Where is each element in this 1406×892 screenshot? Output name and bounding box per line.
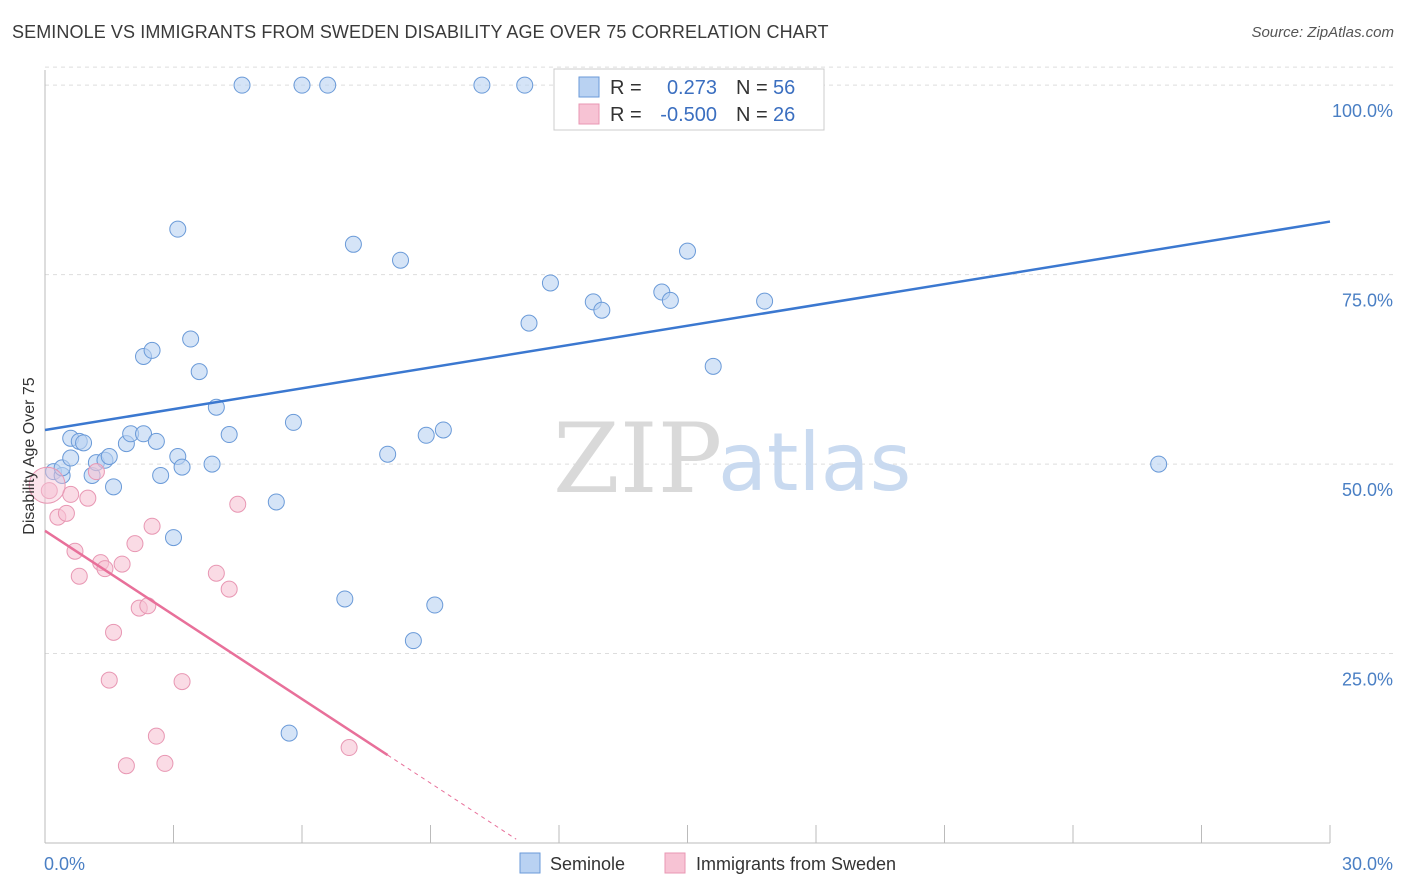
legend-n-value-sweden: 26 (773, 104, 795, 126)
seminole-point (169, 220, 187, 238)
seminole-point (173, 458, 191, 476)
watermark-atlas: atlas (718, 416, 911, 509)
y-tick-label-75: 75.0% (1342, 291, 1393, 311)
seminole-point (143, 341, 161, 359)
sweden-point (229, 495, 247, 513)
sweden-point (139, 597, 157, 615)
seminole-point (704, 357, 722, 375)
legend-n-label-seminole: N = (736, 77, 768, 99)
trend-lines (44, 220, 1331, 840)
axes (44, 70, 1331, 844)
legend-r-label-sweden: R = (610, 104, 642, 126)
seminole-point (280, 724, 298, 742)
seminole-point (293, 76, 311, 94)
seminole-point (661, 291, 679, 309)
seminole-point (679, 242, 696, 260)
x-tick-label-min: 0.0% (44, 854, 85, 874)
sweden-point (147, 727, 165, 745)
sweden-point (156, 754, 174, 772)
seminole-point (165, 529, 182, 547)
seminole-point (319, 76, 337, 94)
y-tick-label-25: 25.0% (1342, 670, 1393, 690)
watermark-zip: ZIP (553, 403, 722, 515)
seminole-point (434, 421, 452, 439)
seminole-point (1150, 455, 1168, 473)
seminole-point (75, 434, 93, 452)
sweden-point (340, 739, 358, 757)
seminole-point (62, 449, 80, 467)
y-axis-label: Disability Age Over 75 (21, 377, 38, 535)
seminole-point (233, 76, 251, 94)
legend-n-value-seminole: 56 (773, 77, 795, 99)
correlation-legend: R = 0.273 N = 56 R = -0.500 N = 26 (553, 68, 825, 131)
legend-swatch-sweden (578, 103, 600, 125)
bottom-legend-seminole: Seminole (550, 854, 625, 874)
legend-r-value-seminole: 0.273 (667, 77, 717, 99)
sweden-point (113, 555, 131, 573)
legend-r-label-seminole: R = (610, 77, 642, 99)
legend-swatch-seminole (578, 76, 600, 98)
seminole-point (147, 432, 165, 450)
chart-title: SEMINOLE VS IMMIGRANTS FROM SWEDEN DISAB… (12, 22, 829, 42)
sweden-point (220, 580, 238, 598)
sweden-point (40, 482, 58, 500)
sweden-point (79, 489, 97, 507)
sweden-trend-line (44, 529, 389, 757)
bottom-legend-swatch-sweden (664, 852, 686, 874)
seminole-point (220, 426, 238, 444)
seminole-point (267, 493, 285, 511)
sweden-point (143, 517, 161, 535)
sweden-point (173, 673, 191, 691)
source-credit: Source: ZipAtlas.com (1251, 24, 1394, 41)
sweden-point (70, 567, 88, 585)
sweden-point (117, 757, 135, 775)
seminole-point (379, 445, 397, 463)
grid-lines (45, 66, 1395, 655)
sweden-trend-extension (387, 754, 517, 840)
seminole-point (541, 274, 559, 292)
seminole-point (473, 76, 491, 94)
seminole-point (135, 425, 153, 443)
tick-labels: 25.0% 50.0% 75.0% 100.0% 0.0% 30.0% (44, 101, 1393, 874)
seminole-point (392, 251, 410, 269)
seminole-point (284, 413, 302, 431)
sweden-point (126, 535, 144, 553)
series-legend: Seminole Immigrants from Sweden (519, 852, 896, 874)
sweden-point (57, 504, 75, 522)
seminole-point (756, 292, 774, 310)
sweden-point (100, 671, 118, 689)
seminole-point (105, 478, 123, 496)
sweden-point (105, 623, 123, 641)
legend-n-label-sweden: N = (736, 104, 768, 126)
seminole-point (182, 330, 200, 348)
seminole-point (593, 301, 611, 319)
seminole-point (100, 448, 118, 465)
seminole-point (520, 314, 538, 332)
y-tick-label-100: 100.0% (1332, 101, 1393, 121)
sweden-point (87, 463, 105, 481)
seminole-point (426, 596, 444, 614)
seminole-point (404, 632, 422, 650)
seminole-point (336, 590, 354, 608)
y-tick-label-50: 50.0% (1342, 480, 1393, 500)
seminole-point (152, 466, 170, 484)
seminole-point (190, 363, 208, 381)
seminole-point (516, 76, 534, 94)
sweden-points (28, 463, 358, 775)
seminole-point (344, 235, 362, 253)
bottom-legend-swatch-seminole (519, 852, 541, 874)
legend-r-value-sweden: -0.500 (660, 104, 717, 126)
seminole-point (203, 455, 221, 473)
seminole-point (417, 426, 435, 444)
sweden-point (207, 564, 225, 582)
bottom-legend-sweden: Immigrants from Sweden (696, 854, 896, 874)
seminole-trend-line (44, 220, 1331, 432)
x-tick-label-max: 30.0% (1342, 854, 1393, 874)
sweden-point (28, 466, 66, 504)
